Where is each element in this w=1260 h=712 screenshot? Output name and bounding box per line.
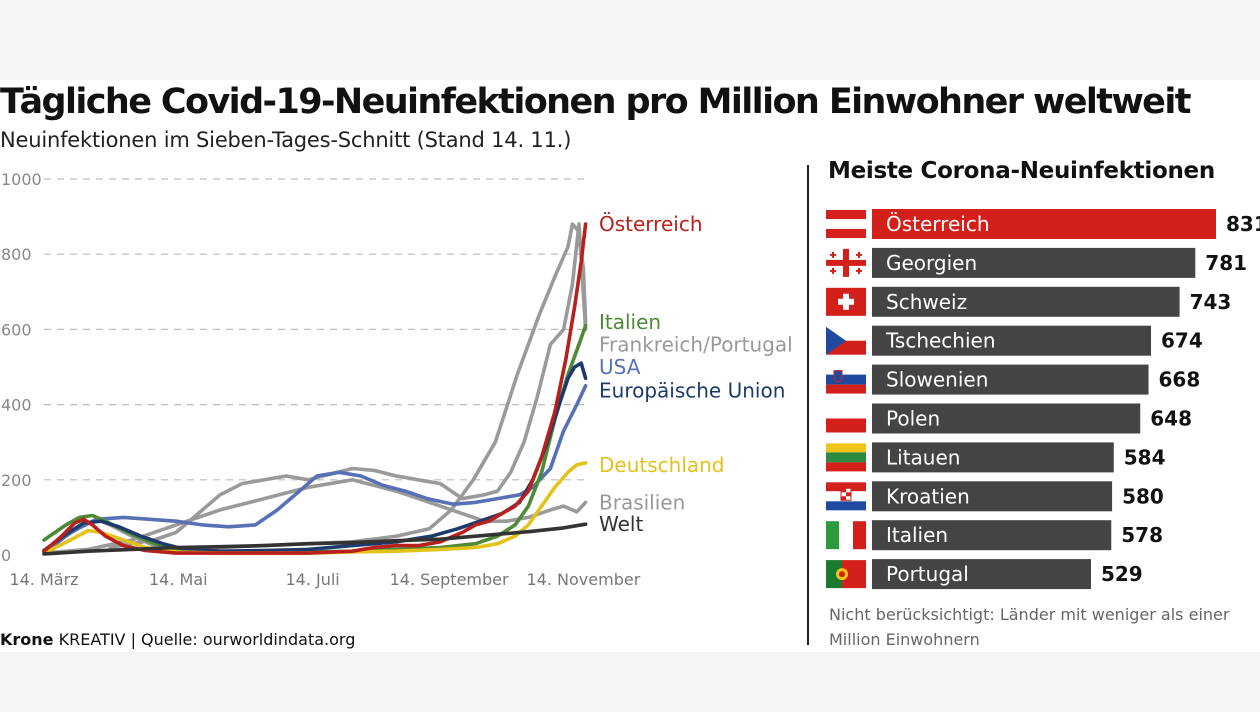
chart-title: Tägliche Covid-19-Neuinfektionen pro Mil… [0, 82, 1191, 122]
x-tick-label: 14. März [9, 570, 78, 589]
ranking-bar-value: 648 [1150, 407, 1192, 431]
croatia-flag-icon [826, 482, 866, 511]
grid-lines [44, 178, 590, 481]
ranking-bar-label: Georgien [886, 251, 977, 275]
footnote: Nicht berücksichtigt: Länder mit weniger… [829, 605, 1230, 649]
series-label: Frankreich/Portugal [599, 332, 793, 356]
ranking-row: Portugal 529 [826, 559, 1143, 590]
ranking-bar-value: 831 [1226, 212, 1260, 236]
ranking-bar [872, 442, 1114, 473]
ranking-row: Schweiz 743 [826, 286, 1232, 317]
ranking-bar-value: 584 [1124, 445, 1166, 469]
italy-flag-icon [826, 521, 866, 550]
series-label: USA [599, 355, 641, 379]
y-tick-label: 400 [1, 396, 32, 415]
line-chart: 0 200 400 600 800 1000 14. März 14. Mai 14. Jul… [1, 170, 793, 589]
source-text: | Quelle: ourworldindata.org [130, 630, 356, 649]
ranking-bar-label: Kroatien [886, 484, 970, 508]
ranking-bar-value: 580 [1122, 484, 1164, 508]
x-axis-ticks: 14. März 14. Mai 14. Juli 14. September 14. … [9, 570, 640, 589]
series-labels: Frankreich/Portugal Brasilien USA Italien Eu… [599, 212, 793, 536]
y-tick-label: 800 [1, 245, 32, 264]
series-lines [42, 222, 588, 556]
series-line [42, 222, 588, 555]
ranking-bar-value: 529 [1101, 562, 1143, 586]
ranking-bar-value: 578 [1121, 523, 1163, 547]
switzerland-flag-icon [826, 287, 866, 316]
series-line [42, 461, 588, 555]
ranking-bar-label: Slowenien [886, 368, 988, 392]
ranking-row: Georgien 781 [826, 247, 1247, 278]
ranking-bar-value: 668 [1159, 368, 1201, 392]
ranking-bar-value: 781 [1205, 251, 1247, 275]
x-tick-label: 14. September [390, 570, 509, 589]
ranking-bar [872, 520, 1112, 551]
ranking-bar-label: Österreich [886, 212, 990, 236]
ranking-bar [872, 403, 1141, 434]
series-line [42, 522, 588, 556]
ranking-bar [872, 209, 1216, 239]
x-tick-label: 14. Mai [149, 570, 208, 589]
ranking-row: Österreich 831 [826, 209, 1260, 239]
portugal-flag-icon [826, 560, 866, 589]
series-line [42, 222, 588, 553]
y-tick-label: 1000 [1, 170, 42, 189]
ranking-bar-label: Schweiz [886, 290, 967, 314]
ranking-bar [872, 325, 1152, 356]
ranking-row: Italien 578 [826, 520, 1163, 551]
x-tick-label: 14. Juli [285, 570, 339, 589]
ranking-bar-label: Litauen [886, 445, 960, 469]
ranking-bar [872, 481, 1113, 512]
series-label: Österreich [599, 212, 703, 236]
chart-subtitle: Neuinfektionen im Sieben-Tages-Schnitt (… [0, 128, 572, 152]
ranking-row: Polen 648 [826, 403, 1192, 434]
y-tick-label: 200 [1, 471, 32, 490]
poland-flag-icon [826, 404, 866, 433]
ranking-bar-label: Polen [886, 407, 940, 431]
series-label: Italien [599, 310, 661, 334]
lithuania-flag-icon [826, 443, 866, 472]
ranking-row: Slowenien 668 [826, 364, 1201, 395]
ranking-bar [872, 247, 1196, 278]
czechia-flag-icon [826, 326, 866, 355]
ranking-title: Meiste Corona-Neuinfektionen [828, 158, 1215, 184]
ranking-bar-chart: Österreich 831 Georgien 781 Schweiz 743 Tschec… [826, 209, 1260, 590]
panel-divider [807, 165, 809, 645]
series-label: Europäische Union [599, 379, 785, 403]
ranking-row: Kroatien 580 [826, 481, 1164, 512]
austria-flag-icon [826, 210, 866, 238]
y-axis-ticks: 0 200 400 600 800 1000 [1, 170, 42, 565]
slovenia-flag-icon [826, 365, 866, 394]
ranking-bar-value: 674 [1161, 329, 1203, 353]
ranking-bar-label: Italien [886, 523, 948, 547]
ranking-bar [872, 364, 1149, 395]
ranking-bar-value: 743 [1190, 290, 1232, 314]
series-line [42, 478, 588, 555]
series-label: Brasilien [599, 490, 685, 514]
y-tick-label: 0 [1, 546, 11, 565]
ranking-bar-label: Portugal [886, 562, 969, 586]
series-label: Welt [599, 512, 643, 536]
source-line: Krone KREATIV | Quelle: ourworldindata.o… [0, 630, 355, 649]
ranking-row: Litauen 584 [826, 442, 1166, 473]
ranking-row: Tschechien 674 [826, 325, 1203, 356]
ranking-bar [872, 559, 1091, 590]
ranking-rows: Österreich 831 Georgien 781 Schweiz 743 Tschec… [826, 209, 1260, 590]
series-label: Deutschland [599, 453, 725, 477]
ranking-bar [872, 286, 1180, 317]
series-line [108, 222, 588, 550]
brand-suffix: KREATIV [58, 630, 126, 649]
brand-name: Krone [0, 630, 54, 649]
y-tick-label: 600 [1, 320, 32, 339]
georgia-flag-icon [826, 248, 866, 277]
ranking-bar-label: Tschechien [885, 329, 996, 353]
x-tick-label: 14. November [527, 570, 641, 589]
